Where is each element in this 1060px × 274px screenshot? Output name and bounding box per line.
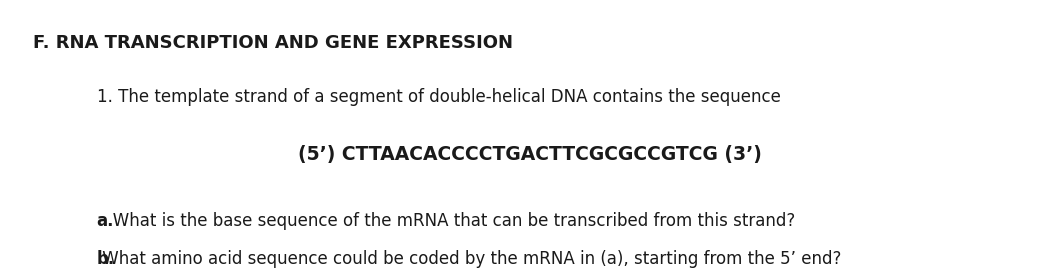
Text: b.: b. [96,250,114,268]
Text: 1. The template strand of a segment of double-helical DNA contains the sequence: 1. The template strand of a segment of d… [96,88,780,106]
Text: What amino acid sequence could be coded by the mRNA in (a), starting from the 5’: What amino acid sequence could be coded … [96,250,841,268]
Text: (5’) CTTAACACCCCTGACTTCGCGCCGTCG (3’): (5’) CTTAACACCCCTGACTTCGCGCCGTCG (3’) [298,145,762,164]
Text: a.: a. [96,212,114,230]
Text: F. RNA TRANSCRIPTION AND GENE EXPRESSION: F. RNA TRANSCRIPTION AND GENE EXPRESSION [33,34,513,52]
Text: What is the base sequence of the mRNA that can be transcribed from this strand?: What is the base sequence of the mRNA th… [96,212,795,230]
